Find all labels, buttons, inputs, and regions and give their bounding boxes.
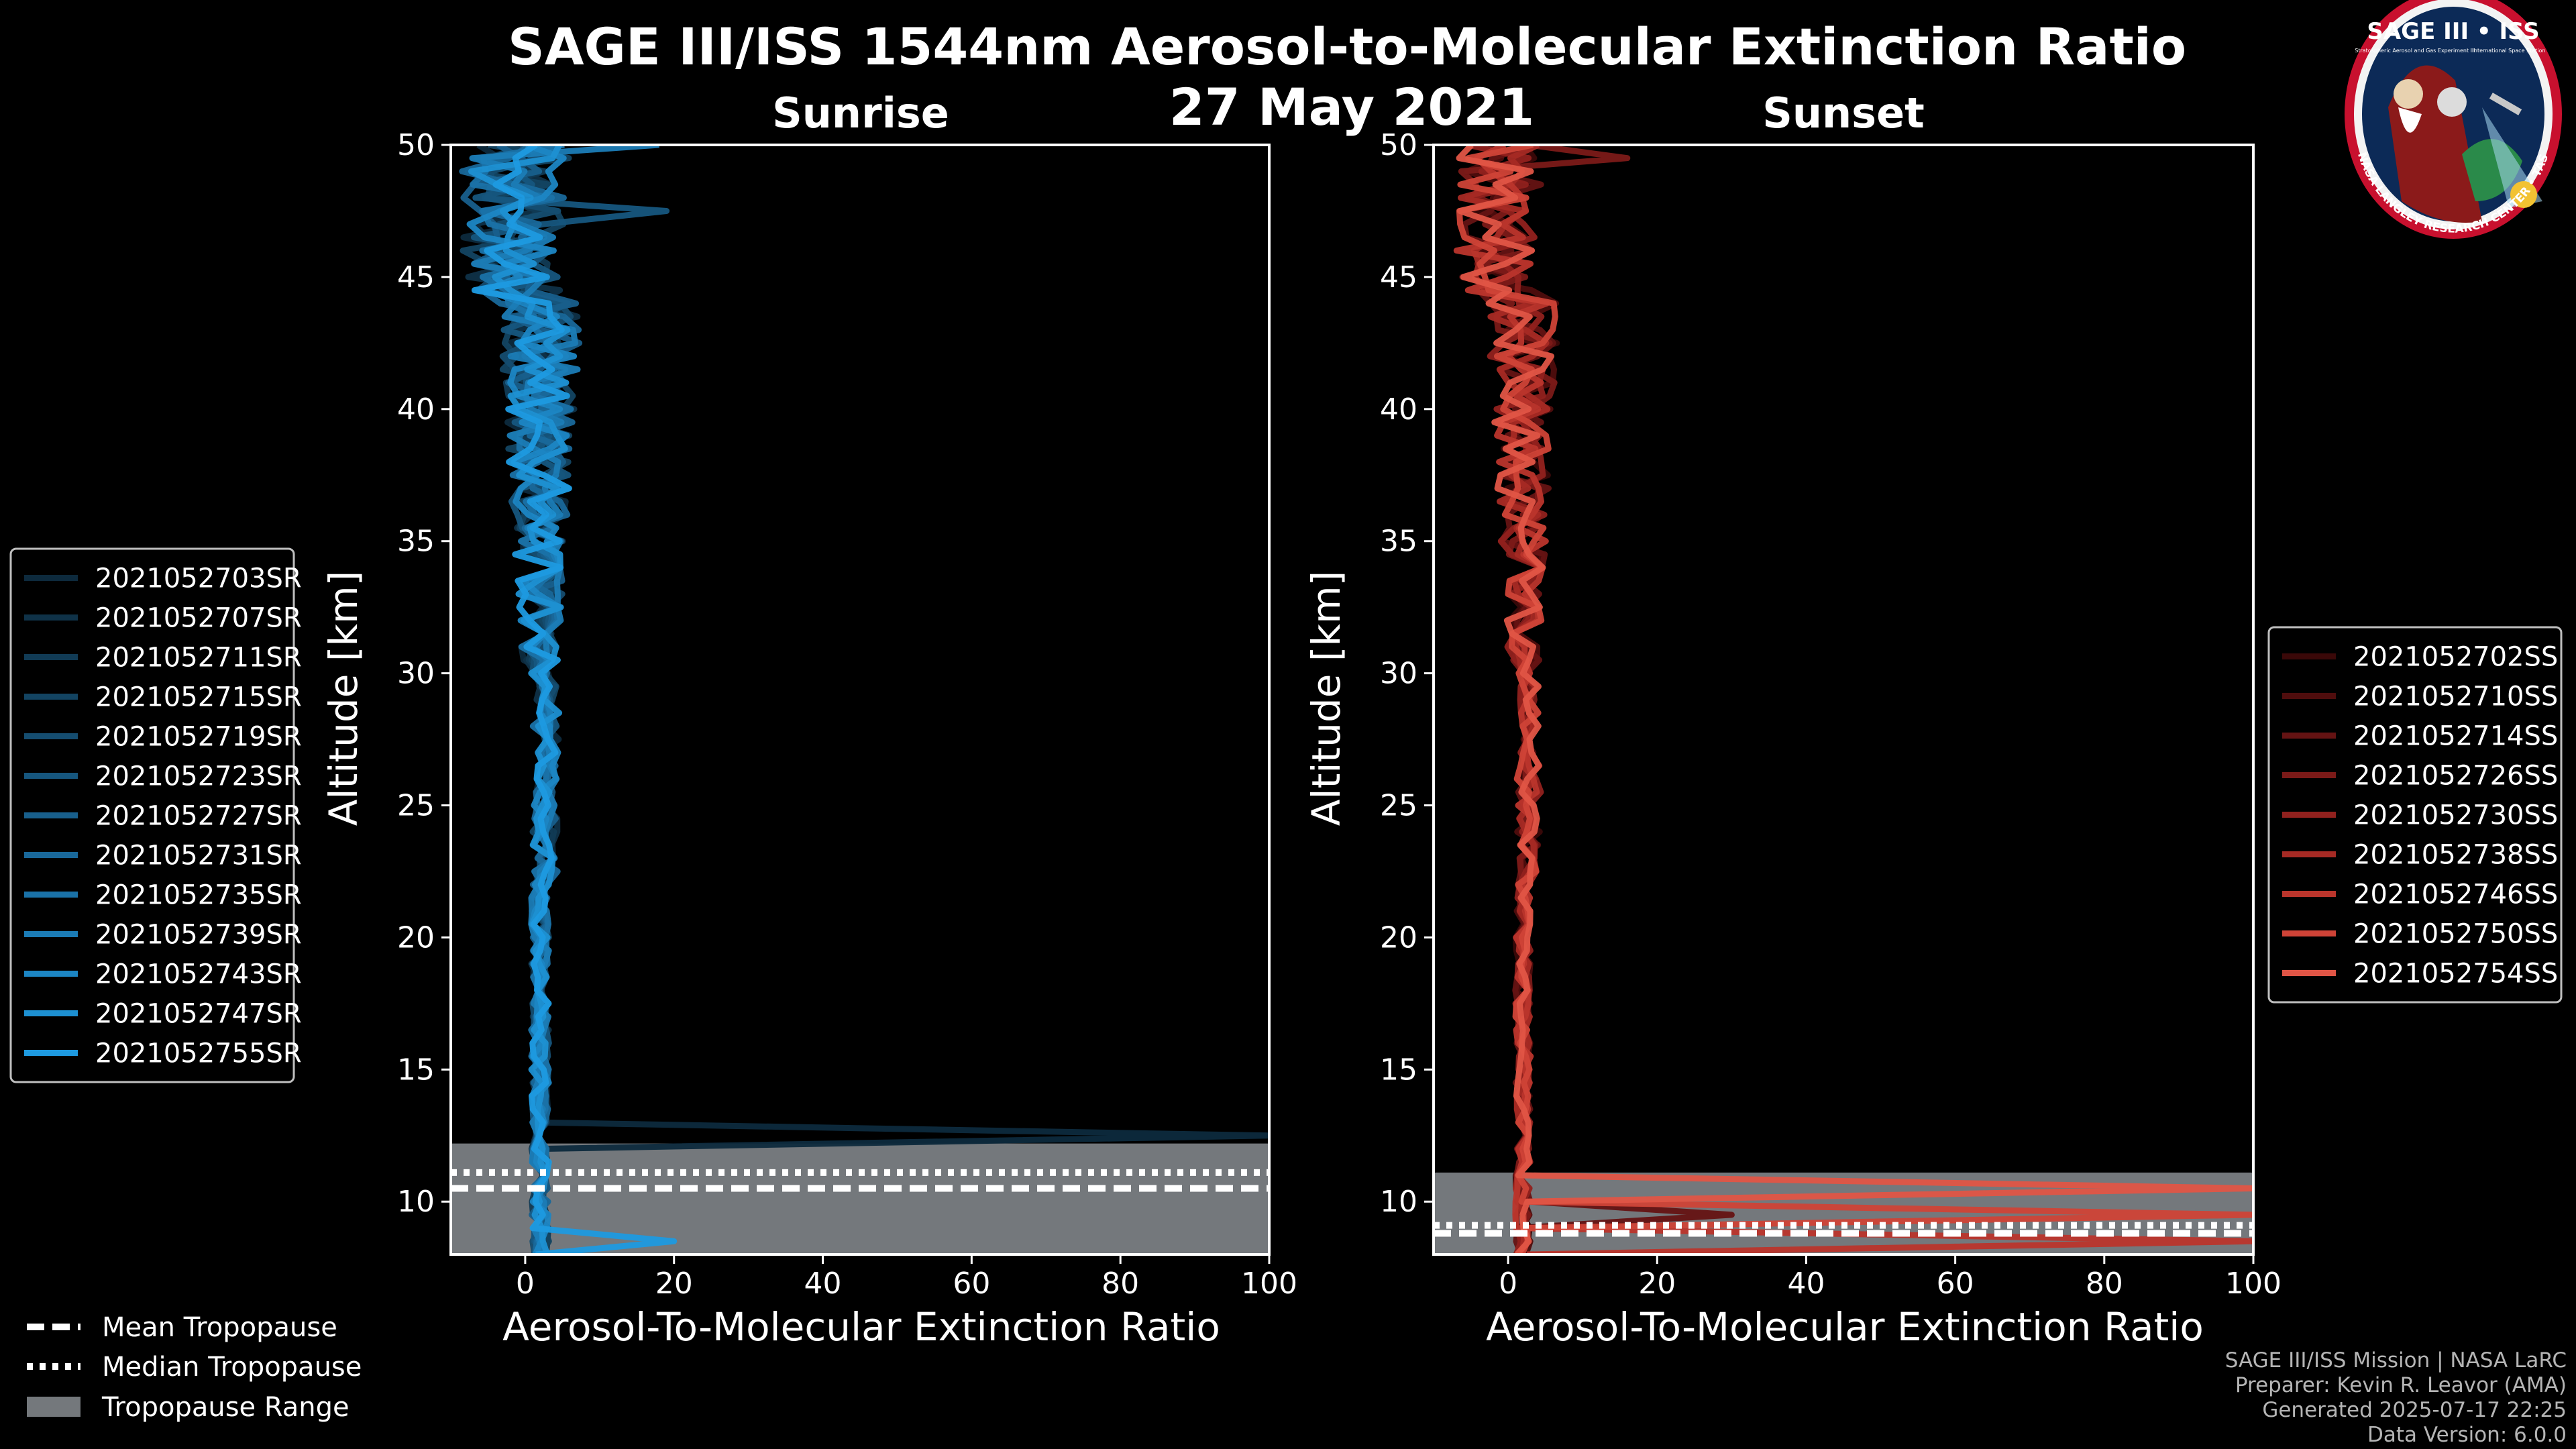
sunrise-ytick-label: 50	[397, 128, 435, 162]
sunset-legend-label: 2021052726SS	[2353, 761, 2558, 792]
sunrise-ytick-label: 40	[397, 392, 435, 427]
sunset-y-axis-label: Altitude [km]	[1303, 571, 1349, 826]
sunset-legend-label: 2021052730SS	[2353, 800, 2558, 831]
sunset-xtick-label: 20	[1638, 1267, 1676, 1301]
sunset-plot-area	[1434, 145, 2253, 1254]
sunset-panel-title: Sunset	[1762, 89, 1925, 138]
sunrise-legend-label: 2021052719SR	[95, 722, 302, 753]
sunset-profile-2021052754SS	[1456, 145, 2253, 1254]
sunrise-ytick-label: 35	[397, 525, 435, 559]
sunrise-xtick-label: 80	[1102, 1267, 1139, 1301]
sunset-ytick-label: 15	[1380, 1053, 1417, 1087]
sunrise-xtick-label: 20	[655, 1267, 693, 1301]
sunrise-legend-label: 2021052711SR	[95, 643, 302, 674]
sunrise-legend-label: 2021052703SR	[95, 564, 302, 594]
sunrise-panel-title: Sunrise	[772, 89, 949, 138]
sunset-ytick-label: 20	[1380, 920, 1417, 955]
figure-date: 27 May 2021	[1169, 77, 1534, 137]
sunset-x-axis-label: Aerosol-To-Molecular Extinction Ratio	[1486, 1304, 2204, 1350]
figure-title: SAGE III/ISS 1544nm Aerosol-to-Molecular…	[508, 17, 2186, 76]
credit-data-version: Data Version: 6.0.0	[2367, 1423, 2567, 1447]
logo-title: SAGE III • ISS	[2367, 18, 2539, 45]
credits: SAGE III/ISS Mission | NASA LaRC Prepare…	[2225, 1348, 2567, 1447]
sunrise-x-axis-label: Aerosol-To-Molecular Extinction Ratio	[502, 1304, 1220, 1350]
sunrise-legend-label: 2021052755SR	[95, 1038, 302, 1069]
sunrise-legend-label: 2021052715SR	[95, 682, 302, 713]
sunrise-legend-label: 2021052743SR	[95, 959, 302, 990]
sunrise-xtick-label: 100	[1241, 1267, 1297, 1301]
tropopause-legend: Mean Tropopause Median Tropopause Tropop…	[27, 1312, 362, 1423]
sunset-legend-label: 2021052714SS	[2353, 721, 2558, 752]
tropopause-range-label: Tropopause Range	[101, 1392, 350, 1423]
sunset-legend-label: 2021052754SS	[2353, 959, 2558, 989]
sunset-xtick-label: 0	[1499, 1267, 1517, 1301]
credit-mission: SAGE III/ISS Mission | NASA LaRC	[2225, 1348, 2567, 1373]
sunset-ytick-label: 35	[1380, 525, 1417, 559]
sunrise-legend-label: 2021052723SR	[95, 761, 302, 792]
sunrise-profile-2021052755SR	[471, 145, 678, 1254]
sunrise-legend-box	[9, 547, 295, 1083]
sunset-legend-label: 2021052750SS	[2353, 919, 2558, 950]
credit-generated: Generated 2025-07-17 22:25	[2262, 1398, 2567, 1422]
sunrise-plot-area	[451, 145, 1269, 1254]
sunrise-ytick-label: 15	[397, 1053, 435, 1087]
sunset-legend-label: 2021052738SS	[2353, 840, 2558, 871]
sunrise-tropopause-range	[451, 1143, 1269, 1254]
sunset-xtick-label: 100	[2225, 1267, 2282, 1301]
sunrise-panel: Sunrise 0 20 40 60 80 100 10 15 20 25 30 35 40 45 50 Aer…	[321, 89, 1297, 1350]
sunrise-xtick-label: 0	[516, 1267, 535, 1301]
sunset-legend: 2021052702SS 2021052710SS 2021052714SS 2021…	[2267, 626, 2563, 1004]
sunrise-legend-label: 2021052735SR	[95, 880, 302, 911]
sunrise-ytick-label: 10	[397, 1185, 435, 1219]
sunset-ytick-label: 25	[1380, 789, 1417, 823]
sunrise-ytick-label: 45	[397, 260, 435, 294]
sunrise-ytick-label: 20	[397, 920, 435, 955]
sunrise-legend-label: 2021052739SR	[95, 920, 302, 951]
sunset-ytick-label: 30	[1380, 657, 1417, 691]
sunrise-legend-label: 2021052707SR	[95, 603, 302, 634]
logo-subtitle-right: International Space Station	[2473, 48, 2546, 54]
sunset-panel: Sunset 0 20 40 60 80 100 10 15 20 25 30 35 40 45 50 Aero…	[1303, 89, 2282, 1350]
sunset-legend-label: 2021052746SS	[2353, 879, 2558, 910]
sunrise-plot-frame	[449, 144, 1271, 1256]
sunset-xtick-label: 80	[2086, 1267, 2123, 1301]
sunset-ytick-label: 50	[1380, 128, 1417, 162]
sunset-legend-box	[2267, 626, 2563, 1004]
sunrise-ytick-label: 30	[397, 657, 435, 691]
sunset-plot-content	[1434, 145, 2253, 1254]
sunrise-legend-label: 2021052747SR	[95, 999, 302, 1030]
sunrise-xtick-label: 40	[804, 1267, 842, 1301]
sunrise-ytick-label: 25	[397, 789, 435, 823]
credit-preparer: Preparer: Kevin R. Leavor (AMA)	[2235, 1373, 2567, 1397]
sunset-legend-label: 2021052710SS	[2353, 682, 2558, 712]
sunset-xtick-label: 40	[1787, 1267, 1825, 1301]
sunrise-xtick-label: 60	[953, 1267, 990, 1301]
tropopause-range-swatch	[27, 1397, 80, 1417]
sunrise-legend: 2021052703SR 2021052707SR 2021052711SR 2021…	[9, 547, 302, 1083]
sunset-ytick-label: 45	[1380, 260, 1417, 294]
median-tropopause-label: Median Tropopause	[102, 1352, 362, 1383]
sunrise-y-axis-label: Altitude [km]	[321, 571, 366, 826]
sunset-ytick-label: 40	[1380, 392, 1417, 427]
logo-subtitle-left: Stratospheric Aerosol and Gas Experiment…	[2355, 48, 2475, 54]
sunset-legend-label: 2021052702SS	[2353, 642, 2558, 673]
sunrise-legend-label: 2021052731SR	[95, 841, 302, 871]
sunset-ytick-label: 10	[1380, 1185, 1417, 1219]
sunrise-legend-label: 2021052727SR	[95, 801, 302, 832]
sunrise-plot-content	[451, 145, 1269, 1254]
mean-tropopause-label: Mean Tropopause	[102, 1312, 337, 1343]
sunset-xtick-label: 60	[1937, 1267, 1974, 1301]
sunset-plot-frame	[1432, 144, 2255, 1256]
